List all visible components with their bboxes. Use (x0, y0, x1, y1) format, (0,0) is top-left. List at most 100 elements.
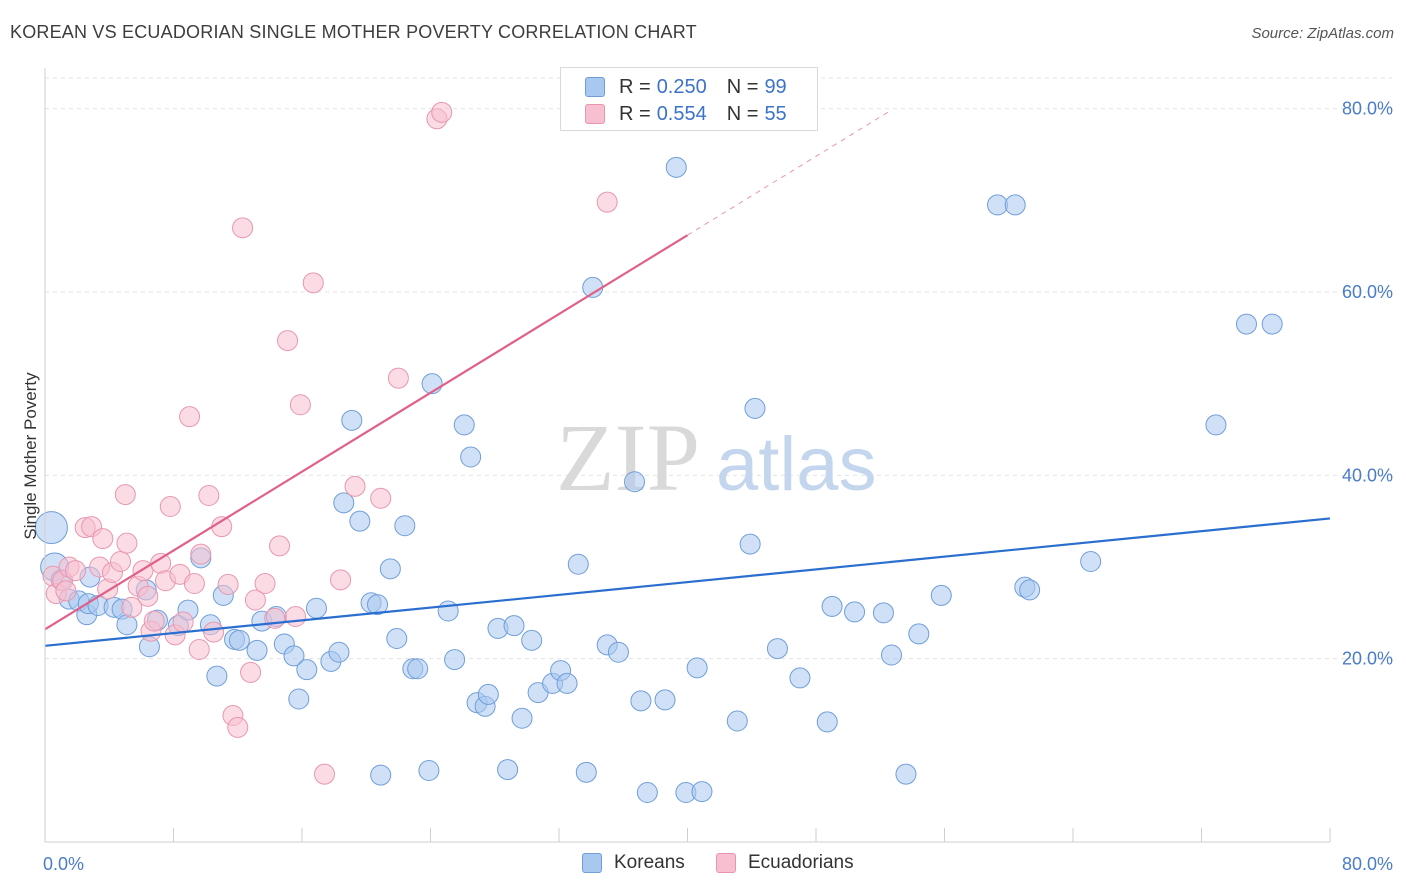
ecuador-point (302, 272, 324, 294)
korean-point (437, 600, 459, 622)
ecuador-point (65, 560, 87, 582)
korean-swatch (585, 77, 605, 97)
korean-point (370, 764, 392, 786)
korean-point (379, 558, 401, 580)
ecuador-point (183, 573, 205, 594)
korean-point (816, 711, 838, 733)
korean-point (575, 761, 597, 783)
ecuador-point (232, 217, 254, 239)
ecuador-point (55, 580, 77, 602)
korean-point (665, 156, 687, 178)
korean-point (288, 688, 310, 710)
korean-point (654, 689, 676, 711)
ecuador-point (143, 610, 165, 632)
korean-point (789, 667, 811, 689)
korean-point (521, 629, 543, 651)
series-legend: Koreans Ecuadorians (0, 852, 1406, 876)
y-tick-label: 60.0% (1342, 282, 1393, 302)
korean-point (228, 629, 250, 651)
korean-point (418, 760, 440, 781)
ecuador-point (313, 763, 335, 785)
n-label: N = (726, 102, 759, 125)
ecuador-swatch (585, 104, 605, 124)
ecuador-legend-swatch (716, 853, 736, 873)
korean-point (511, 707, 533, 729)
watermark: ZIP atlas (556, 404, 877, 511)
korean-legend-swatch (582, 853, 602, 873)
ecuador-point (277, 330, 299, 352)
axis-layer: 20.0% 40.0% 60.0% 80.0% 0.0% 80.0% (43, 68, 1393, 874)
y-tick-label: 20.0% (1342, 649, 1393, 669)
legend-item-koreans: Koreans (582, 852, 685, 874)
trend-layer (44, 111, 1331, 647)
korean-point (739, 533, 761, 555)
stats-legend: R = 0.250 N = 99 R = 0.554 N = 55 (560, 67, 818, 131)
korean-point (477, 683, 499, 705)
korean-point (206, 665, 228, 687)
ecuador-point (596, 191, 618, 213)
ecuador-point (92, 528, 114, 550)
korean-point (296, 659, 318, 681)
ecuador-point (387, 367, 409, 389)
y-axis-label: Single Mother Poverty (21, 372, 40, 540)
n-label: N = (726, 75, 759, 98)
korean-point (880, 644, 902, 666)
ecuador-point (109, 551, 131, 572)
ecuador-point (114, 484, 136, 506)
ecuador-point (116, 532, 138, 554)
y-tick-label: 80.0% (1342, 99, 1393, 119)
y-tick-label: 40.0% (1342, 465, 1393, 485)
ecuador-point (121, 596, 143, 618)
korean-point (453, 414, 475, 436)
legend-label-ecuadorians: Ecuadorians (748, 852, 854, 873)
ecuador-point (370, 487, 392, 509)
legend-row-ecuadorians: R = 0.554 N = 55 (585, 102, 787, 126)
watermark-atlas: atlas (716, 422, 877, 507)
korean-trend-line (44, 517, 1331, 647)
korean-point (1080, 551, 1102, 572)
korean-point (386, 628, 408, 649)
korean-point (1019, 579, 1041, 601)
korean-point (444, 649, 466, 671)
ecuador-point (285, 606, 307, 627)
korean-point (503, 615, 525, 637)
legend-item-ecuadorians: Ecuadorians (716, 852, 854, 874)
korean-point (366, 594, 388, 616)
legend-row-koreans: R = 0.250 N = 99 (585, 75, 787, 99)
points-layer (34, 101, 1283, 803)
ecuador-trend-line (44, 234, 689, 631)
ecuador-point (203, 621, 225, 643)
ecuador-point (227, 716, 249, 738)
ecuador-point (190, 543, 212, 565)
ecuador-point (188, 639, 210, 660)
n-value: 55 (764, 102, 787, 125)
r-label: R = (619, 102, 651, 125)
korean-point (766, 638, 788, 660)
r-value: 0.554 (656, 102, 707, 125)
korean-point (895, 763, 917, 785)
ecuador-point (172, 611, 194, 633)
korean-point (460, 446, 482, 468)
korean-point (630, 690, 652, 712)
source-credit: Source: ZipAtlas.com (1251, 25, 1394, 42)
korean-point (567, 553, 589, 575)
ecuador-point (431, 101, 453, 123)
ecuador-point (159, 496, 181, 517)
ecuador-point (330, 569, 352, 591)
korean-point (930, 584, 952, 606)
korean-point (872, 602, 894, 624)
korean-point (349, 510, 371, 532)
korean-point (497, 759, 519, 781)
korean-point (987, 194, 1009, 216)
chart-title: KOREAN VS ECUADORIAN SINGLE MOTHER POVER… (10, 22, 697, 42)
korean-point (305, 597, 327, 619)
korean-point (246, 639, 268, 661)
korean-point (908, 623, 930, 645)
korean-point (116, 614, 138, 636)
korean-point (328, 641, 350, 663)
korean-point (333, 492, 355, 514)
ecuador-point (264, 607, 286, 629)
ecuador-point (240, 661, 262, 683)
grid-layer (45, 77, 1392, 660)
x-tick-label: 80.0% (1342, 854, 1393, 874)
